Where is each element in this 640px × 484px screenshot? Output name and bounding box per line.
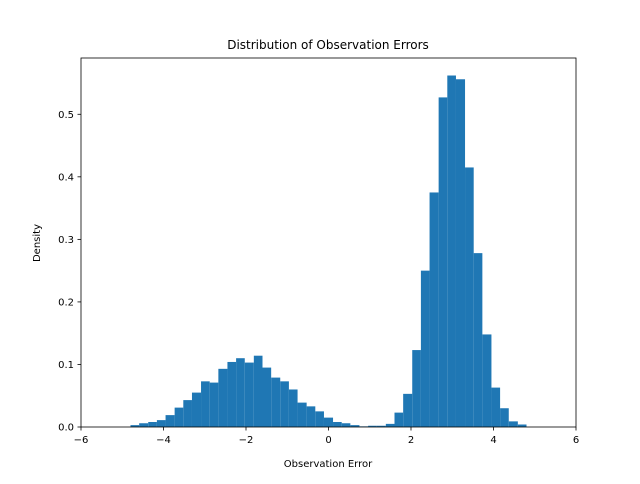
y-axis-label: Density: [32, 224, 43, 262]
bar: [165, 415, 175, 427]
x-axis-label: Observation Error: [284, 459, 373, 470]
bar: [323, 417, 334, 427]
x-tick-label: 2: [408, 435, 414, 446]
bar: [209, 382, 219, 427]
bar: [465, 167, 474, 427]
x-tick-label: 6: [573, 435, 579, 446]
y-tick-label: 0.4: [58, 172, 74, 183]
bar: [139, 423, 149, 427]
bar: [429, 192, 439, 427]
bar: [148, 421, 157, 427]
y-tick-label: 0.1: [58, 360, 74, 371]
bar: [271, 377, 281, 427]
bar: [315, 411, 324, 427]
bar: [508, 421, 518, 427]
bar: [473, 253, 483, 427]
bar: [253, 355, 263, 427]
y-tick-label: 0.3: [58, 235, 74, 246]
x-tick-label: −4: [156, 435, 171, 446]
bar: [218, 368, 228, 427]
bar: [350, 425, 360, 427]
bar: [201, 381, 210, 427]
bar: [280, 381, 289, 427]
bar: [297, 402, 307, 427]
bar: [385, 423, 395, 427]
bar: [191, 392, 202, 427]
bar: [517, 424, 527, 427]
x-tick-label: −2: [239, 435, 254, 446]
bar: [482, 334, 492, 427]
y-tick-label: 0.2: [58, 297, 74, 308]
bar: [394, 412, 404, 427]
bar: [244, 362, 254, 427]
bar: [403, 393, 413, 427]
bar: [306, 406, 316, 427]
bar: [491, 387, 501, 427]
bar: [262, 367, 272, 427]
bar: [183, 400, 192, 427]
bar: [455, 79, 466, 427]
y-tick-label: 0.0: [58, 423, 74, 434]
axes-frame: [80, 57, 577, 428]
x-tick-label: 4: [490, 435, 496, 446]
bar: [156, 420, 166, 427]
bar: [236, 358, 245, 427]
chart-title: Distribution of Observation Errors: [227, 38, 429, 52]
bar: [174, 407, 184, 427]
bar: [420, 270, 430, 427]
bar: [227, 361, 237, 427]
x-tick-label: 0: [325, 435, 331, 446]
bar: [368, 425, 377, 427]
bar: [447, 75, 456, 427]
bar: [376, 425, 386, 427]
bar: [438, 97, 448, 427]
x-tick-label: −6: [74, 435, 89, 446]
bar: [130, 425, 140, 427]
bar: [341, 423, 351, 427]
y-tick-label: 0.5: [58, 110, 74, 121]
bar: [500, 408, 509, 427]
bar: [288, 389, 298, 427]
bar: [412, 350, 421, 427]
bar: [333, 421, 342, 427]
